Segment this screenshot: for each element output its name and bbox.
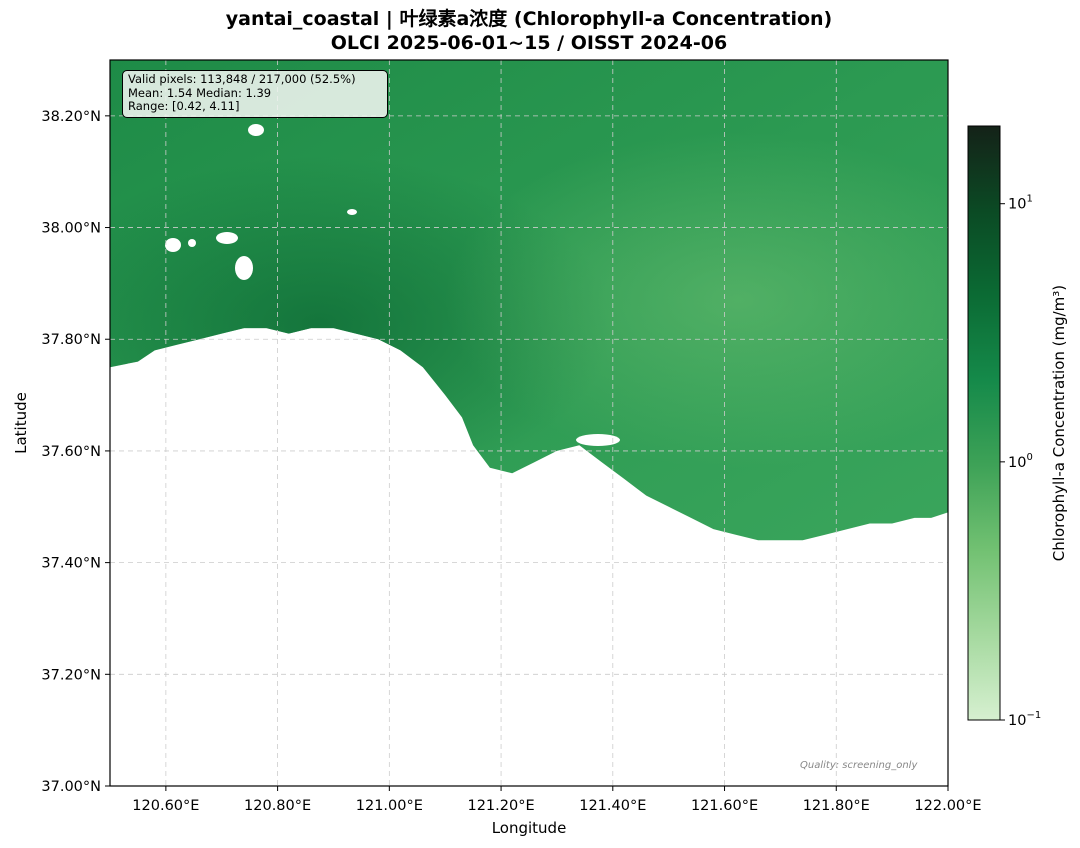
chart-title: yantai_coastal | 叶绿素a浓度 (Chlorophyll-a C… [225, 8, 833, 30]
stats-valid-pixels: Valid pixels: 113,848 / 217,000 (52.5%) [128, 72, 356, 86]
y-tick-label: 38.00°N [41, 221, 101, 237]
y-tick-label: 37.00°N [41, 779, 101, 795]
plot-frame [109, 59, 949, 787]
island-mask [235, 256, 253, 280]
island-mask [576, 434, 620, 446]
x-tick-label: 121.80°E [803, 798, 870, 814]
island-mask [216, 232, 238, 244]
x-tick-label: 120.80°E [244, 798, 311, 814]
stats-range: Range: [0.42, 4.11] [128, 99, 240, 113]
stats-mean-median: Mean: 1.54 Median: 1.39 [128, 85, 272, 100]
x-tick-label: 121.00°E [356, 798, 423, 814]
quality-note: Quality: screening_only [800, 760, 918, 771]
x-tick-label: 121.60°E [691, 798, 758, 814]
x-tick-label: 122.00°E [914, 798, 981, 814]
plot-area [110, 60, 948, 786]
offshore-low-chlorophyll-zone [110, 60, 948, 541]
x-tick-label: 121.40°E [579, 798, 646, 814]
y-tick-label: 37.40°N [41, 556, 101, 572]
colorbar-label: Chlorophyll-a Concentration (mg/m³) [1050, 285, 1068, 561]
colorbar-tick-label: 100 [1008, 452, 1033, 471]
stats-box: Valid pixels: 113,848 / 217,000 (52.5%) … [122, 70, 388, 118]
x-tick-label: 121.20°E [467, 798, 534, 814]
island-mask [347, 209, 357, 215]
x-axis: 120.60°E 120.80°E 121.00°E 121.20°E 121.40°E… [132, 786, 982, 814]
grid-lines [110, 60, 948, 786]
masked-islands [165, 124, 620, 446]
island-mask [248, 124, 264, 136]
y-tick-label: 37.20°N [41, 667, 101, 683]
colorbar-ticks: 101 100 10−1 [1000, 194, 1041, 729]
colorbar [967, 125, 1001, 721]
island-mask [188, 239, 196, 247]
x-axis-label: Longitude [492, 819, 567, 837]
y-tick-label: 37.80°N [41, 332, 101, 348]
island-mask [165, 238, 181, 252]
colorbar-tick-label: 10−1 [1008, 710, 1041, 729]
y-tick-label: 37.60°N [41, 444, 101, 460]
y-axis: 38.20°N 38.00°N 37.80°N 37.60°N 37.40°N 37.20… [41, 109, 110, 795]
x-tick-label: 120.60°E [132, 798, 199, 814]
colorbar-tick-label: 101 [1008, 194, 1033, 213]
y-tick-label: 38.20°N [41, 109, 101, 125]
y-axis-label: Latitude [12, 392, 30, 454]
chart-subtitle: OLCI 2025-06-01~15 / OISST 2024-06 [330, 32, 728, 54]
